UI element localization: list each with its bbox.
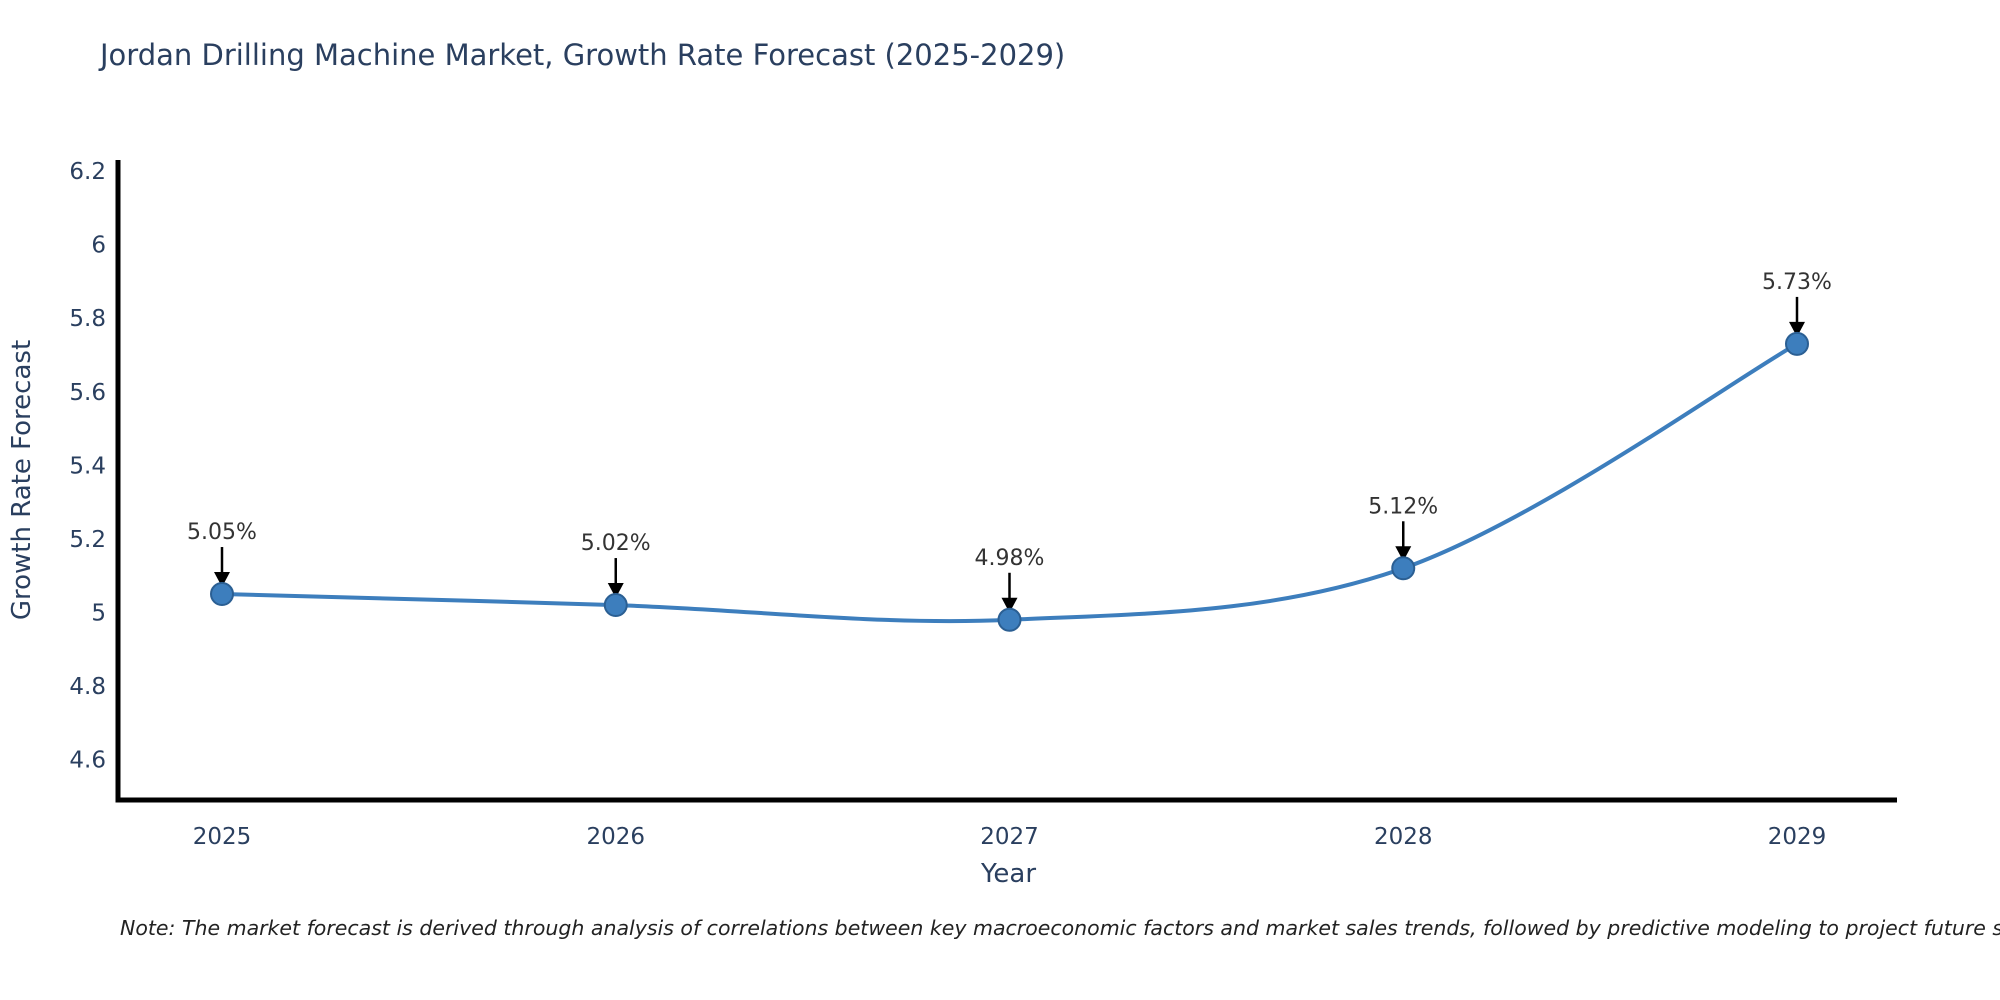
annotation-arrow-head xyxy=(1001,597,1018,613)
y-tick-label: 4.8 xyxy=(69,674,106,700)
annotation-label: 4.98% xyxy=(975,546,1045,571)
y-tick-label: 6 xyxy=(91,233,106,259)
x-tick-label: 2027 xyxy=(980,824,1039,850)
annotation-label: 5.12% xyxy=(1368,494,1438,519)
annotation-arrow-head xyxy=(1789,321,1805,337)
y-axis-title: Growth Rate Forecast xyxy=(7,340,37,620)
data-point-2026[interactable] xyxy=(603,593,628,618)
data-point-2025[interactable] xyxy=(210,582,234,607)
y-tick-label: 6.2 xyxy=(69,159,106,185)
data-point-2029[interactable] xyxy=(1785,331,1809,356)
y-tick-label: 5.4 xyxy=(69,453,106,479)
x-tick-label: 2028 xyxy=(1374,824,1433,850)
y-tick-label: 5.8 xyxy=(69,306,106,332)
data-point-2027[interactable] xyxy=(997,607,1022,632)
y-tick-label: 4.6 xyxy=(69,748,106,774)
y-tick-label: 5 xyxy=(91,600,106,626)
annotation-arrow-head xyxy=(607,583,624,599)
annotation-label: 5.73% xyxy=(1762,270,1832,295)
chart-title: Jordan Drilling Machine Market, Growth R… xyxy=(100,38,1066,72)
annotation-label: 5.05% xyxy=(187,520,257,545)
x-tick-label: 2026 xyxy=(586,824,645,850)
x-axis-title: Year xyxy=(980,859,1036,889)
y-tick-label: 5.6 xyxy=(69,380,106,406)
annotation-arrow-head xyxy=(214,572,230,588)
x-tick-label: 2025 xyxy=(193,824,252,850)
annotation-label: 5.02% xyxy=(581,531,651,556)
y-tick-label: 5.2 xyxy=(69,527,106,553)
x-tick-label: 2029 xyxy=(1768,824,1827,850)
footnote: Note: The market forecast is derived thr… xyxy=(120,916,2000,940)
annotation-arrow-head xyxy=(1395,546,1412,562)
data-point-2028[interactable] xyxy=(1391,556,1416,581)
